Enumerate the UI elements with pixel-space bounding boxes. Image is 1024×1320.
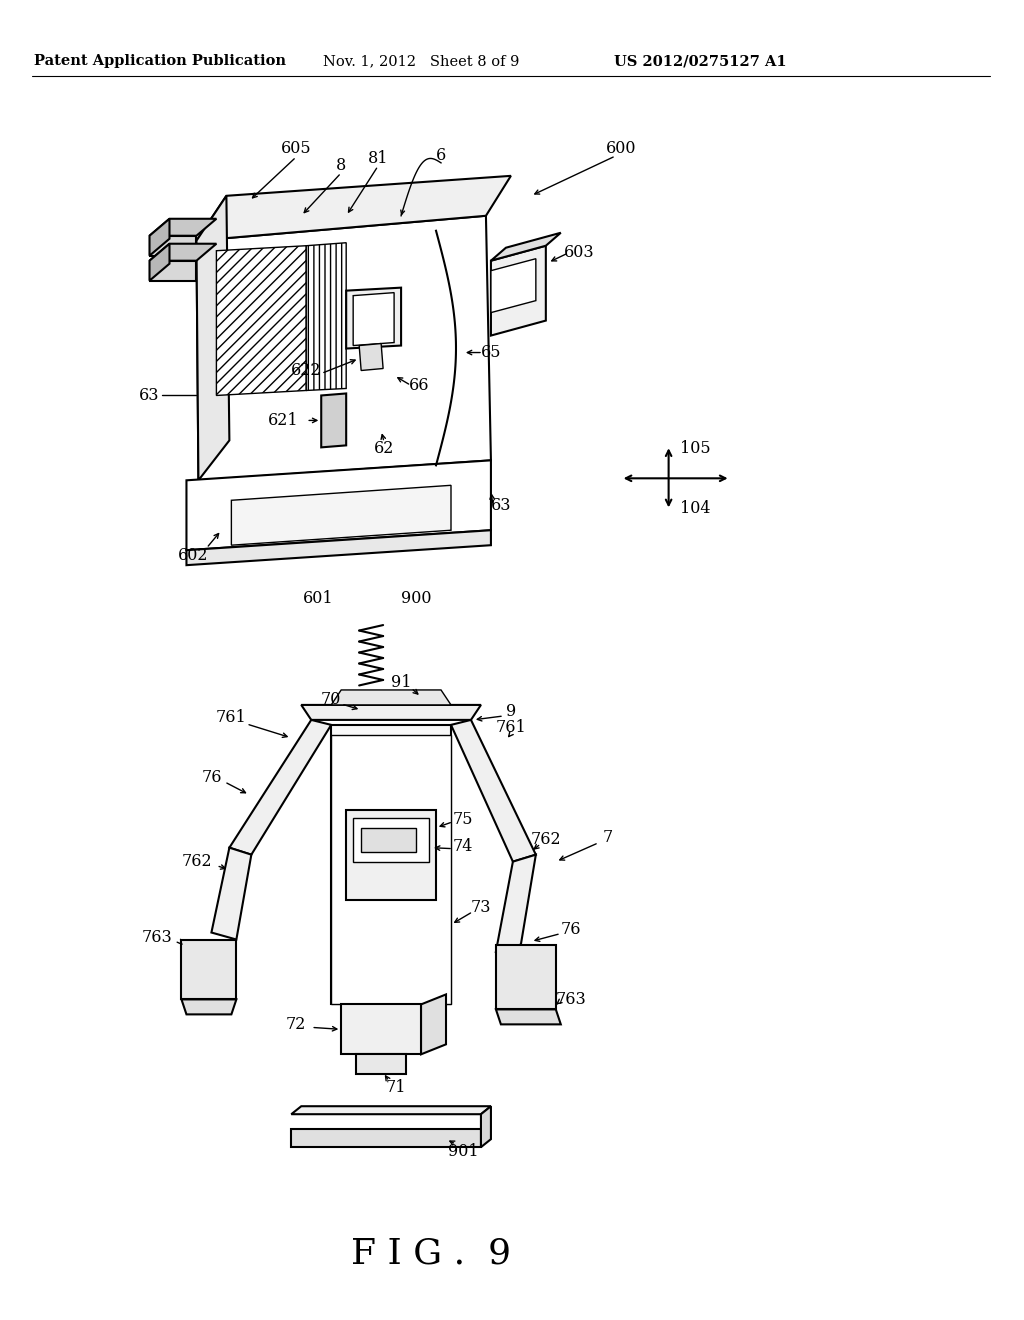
Polygon shape: [216, 246, 306, 396]
Text: 66: 66: [409, 378, 429, 393]
Text: 9: 9: [506, 704, 516, 721]
Polygon shape: [197, 195, 229, 480]
Polygon shape: [301, 705, 481, 719]
Polygon shape: [496, 945, 556, 1010]
Text: 91: 91: [391, 675, 412, 692]
Polygon shape: [356, 1055, 407, 1074]
Text: 763: 763: [141, 929, 172, 946]
Text: 71: 71: [386, 1078, 407, 1096]
Text: 63: 63: [139, 387, 160, 404]
Polygon shape: [421, 994, 446, 1055]
Polygon shape: [197, 215, 490, 480]
Polygon shape: [229, 719, 331, 854]
Text: 73: 73: [471, 899, 492, 916]
Text: 763: 763: [555, 991, 586, 1008]
Text: 6: 6: [436, 148, 446, 165]
Polygon shape: [306, 243, 346, 391]
Polygon shape: [181, 940, 237, 999]
Polygon shape: [359, 343, 383, 371]
Text: 76: 76: [560, 921, 581, 939]
Polygon shape: [150, 236, 197, 256]
Text: 901: 901: [447, 1143, 478, 1160]
Polygon shape: [186, 531, 490, 565]
Text: 621: 621: [268, 412, 299, 429]
Polygon shape: [331, 725, 451, 1005]
Polygon shape: [150, 219, 170, 256]
Text: 76: 76: [201, 770, 221, 787]
Polygon shape: [451, 719, 536, 862]
Text: 762: 762: [181, 853, 212, 870]
Text: 622: 622: [291, 362, 322, 379]
Polygon shape: [353, 293, 394, 346]
Polygon shape: [361, 828, 416, 851]
Polygon shape: [341, 1005, 421, 1055]
Polygon shape: [331, 690, 451, 705]
Text: 72: 72: [286, 1016, 306, 1032]
Polygon shape: [346, 809, 436, 900]
Polygon shape: [490, 246, 546, 335]
Text: 75: 75: [453, 812, 473, 828]
Polygon shape: [150, 219, 216, 236]
Text: 603: 603: [563, 244, 594, 261]
Text: Patent Application Publication: Patent Application Publication: [34, 54, 286, 69]
Text: 761: 761: [216, 709, 247, 726]
Polygon shape: [496, 1010, 561, 1024]
Text: 65: 65: [480, 345, 501, 362]
Text: 605: 605: [281, 140, 311, 157]
Text: 7: 7: [602, 829, 612, 846]
Polygon shape: [331, 735, 451, 1005]
Polygon shape: [490, 232, 561, 260]
Polygon shape: [481, 1106, 490, 1147]
Text: 81: 81: [368, 150, 388, 168]
Text: 105: 105: [680, 440, 711, 457]
Polygon shape: [291, 1106, 490, 1114]
Text: 63: 63: [490, 496, 511, 513]
Text: 900: 900: [400, 590, 431, 607]
Polygon shape: [231, 486, 451, 545]
Polygon shape: [496, 854, 536, 952]
Text: 62: 62: [374, 440, 394, 457]
Polygon shape: [322, 393, 346, 447]
Text: 600: 600: [605, 140, 636, 157]
Text: Nov. 1, 2012   Sheet 8 of 9: Nov. 1, 2012 Sheet 8 of 9: [323, 54, 519, 69]
Polygon shape: [346, 288, 401, 348]
Text: 70: 70: [321, 692, 341, 709]
Text: 602: 602: [178, 546, 209, 564]
Text: 74: 74: [453, 838, 473, 855]
Polygon shape: [150, 244, 216, 260]
Text: 601: 601: [303, 590, 334, 607]
Polygon shape: [181, 999, 237, 1014]
Polygon shape: [150, 260, 197, 281]
Text: 761: 761: [496, 719, 526, 737]
Text: F I G .  9: F I G . 9: [351, 1237, 511, 1271]
Polygon shape: [291, 1129, 481, 1147]
Polygon shape: [186, 461, 490, 550]
Text: 8: 8: [336, 157, 346, 174]
Text: US 2012/0275127 A1: US 2012/0275127 A1: [614, 54, 786, 69]
Polygon shape: [211, 847, 251, 940]
Text: 104: 104: [680, 500, 711, 516]
Text: 762: 762: [530, 832, 561, 849]
Polygon shape: [150, 244, 170, 281]
Polygon shape: [353, 817, 429, 862]
Polygon shape: [490, 259, 536, 313]
Polygon shape: [197, 176, 511, 240]
